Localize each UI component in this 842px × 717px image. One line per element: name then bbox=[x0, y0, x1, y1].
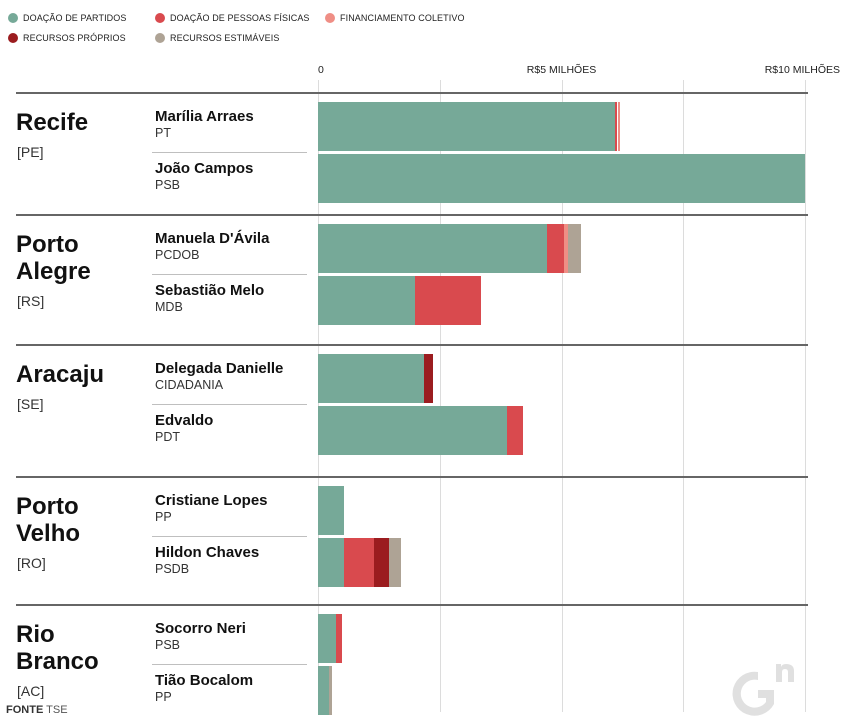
bar-segment bbox=[344, 538, 374, 587]
candidate-party: PT bbox=[155, 126, 171, 140]
candidate-separator bbox=[152, 404, 307, 405]
bar-segment bbox=[546, 224, 565, 273]
gridline bbox=[440, 80, 441, 712]
candidate-name: Hildon Chaves bbox=[155, 544, 260, 561]
bar-segment bbox=[318, 354, 425, 403]
city-state: [RS] bbox=[17, 293, 45, 309]
bar-segment bbox=[389, 538, 401, 587]
group-separator bbox=[16, 344, 808, 346]
legend-item: RECURSOS PRÓPRIOS bbox=[8, 33, 126, 43]
tick-label: R$10 MILHÕES bbox=[764, 64, 840, 76]
gn-logo-icon bbox=[732, 664, 794, 716]
bar-segment bbox=[318, 486, 344, 535]
candidate-party: PP bbox=[155, 510, 172, 524]
candidate-name: Tião Bocalom bbox=[155, 672, 254, 689]
bar-segment bbox=[373, 538, 390, 587]
bar-segment bbox=[568, 224, 581, 273]
gridline bbox=[562, 80, 563, 712]
bar-segment bbox=[318, 154, 805, 203]
legend-label: RECURSOS PRÓPRIOS bbox=[23, 33, 126, 43]
city-name: Porto Alegre bbox=[16, 231, 91, 285]
legend-swatch bbox=[155, 13, 165, 23]
bar-segment bbox=[318, 406, 507, 455]
candidate-name: Edvaldo bbox=[155, 412, 214, 429]
bar-segment bbox=[318, 538, 345, 587]
bar-segment bbox=[617, 102, 620, 151]
source: FONTE TSE bbox=[6, 704, 68, 716]
legend-label: RECURSOS ESTIMÁVEIS bbox=[170, 33, 280, 43]
bar-segment bbox=[415, 276, 481, 325]
legend-swatch bbox=[325, 13, 335, 23]
candidate-name: Socorro Neri bbox=[155, 620, 246, 637]
city-state: [PE] bbox=[17, 144, 44, 160]
bar-segment bbox=[318, 102, 616, 151]
tick-label: R$5 MILHÕES bbox=[526, 64, 597, 76]
legend-label: FINANCIAMENTO COLETIVO bbox=[340, 13, 465, 23]
candidate-name: Manuela D'Ávila bbox=[155, 230, 270, 247]
legend-label: DOAÇÃO DE PARTIDOS bbox=[23, 13, 127, 23]
candidate-name: Sebastião Melo bbox=[155, 282, 265, 299]
candidate-party: PP bbox=[155, 690, 172, 704]
legend-item: DOAÇÃO DE PARTIDOS bbox=[8, 13, 127, 23]
candidate-party: MDB bbox=[155, 300, 183, 314]
bar-segment bbox=[564, 224, 569, 273]
source-prefix: FONTE bbox=[6, 704, 44, 716]
legend-swatch bbox=[155, 33, 165, 43]
group-separator bbox=[16, 92, 808, 94]
bar-segment bbox=[328, 666, 332, 715]
legend-item: RECURSOS ESTIMÁVEIS bbox=[155, 33, 279, 43]
bar-segment bbox=[318, 666, 329, 715]
candidate-name: João Campos bbox=[155, 160, 254, 177]
candidate-separator bbox=[152, 664, 307, 665]
candidate-name: Cristiane Lopes bbox=[155, 492, 268, 509]
city-state: [SE] bbox=[17, 396, 44, 412]
bar-segment bbox=[506, 406, 523, 455]
candidate-name: Delegada Danielle bbox=[155, 360, 284, 377]
legend-label: DOAÇÃO DE PESSOAS FÍSICAS bbox=[170, 13, 310, 23]
bar-segment bbox=[615, 102, 618, 151]
gridline bbox=[683, 80, 684, 712]
tick-label: 0 bbox=[318, 64, 324, 76]
city-state: [RO] bbox=[17, 555, 46, 571]
city-name: Recife bbox=[16, 109, 89, 136]
candidate-separator bbox=[152, 536, 307, 537]
group-separator bbox=[16, 604, 808, 606]
candidate-separator bbox=[152, 274, 307, 275]
legend-item: DOAÇÃO DE PESSOAS FÍSICAS bbox=[155, 13, 310, 23]
candidate-party: PCDOB bbox=[155, 248, 200, 262]
bar-segment bbox=[336, 614, 342, 663]
bar-segment bbox=[424, 354, 433, 403]
candidate-party: PSDB bbox=[155, 562, 190, 576]
candidate-separator bbox=[152, 152, 307, 153]
candidate-party: PDT bbox=[155, 430, 180, 444]
candidate-party: CIDADANIA bbox=[155, 378, 224, 392]
bar-segment bbox=[318, 276, 416, 325]
city-name: Rio Branco bbox=[16, 621, 99, 675]
legend-swatch bbox=[8, 13, 18, 23]
group-separator bbox=[16, 476, 808, 478]
city-name: Aracaju bbox=[16, 361, 105, 388]
bar-segment bbox=[318, 614, 337, 663]
candidate-party: PSB bbox=[155, 638, 181, 652]
candidate-name: Marília Arraes bbox=[155, 108, 254, 125]
candidate-party: PSB bbox=[155, 178, 181, 192]
group-separator bbox=[16, 214, 808, 216]
gridline bbox=[805, 80, 806, 712]
city-state: [AC] bbox=[17, 683, 45, 699]
city-name: Porto Velho bbox=[16, 493, 81, 547]
source-text: TSE bbox=[46, 704, 68, 716]
legend-swatch bbox=[8, 33, 18, 43]
legend-item: FINANCIAMENTO COLETIVO bbox=[325, 13, 465, 23]
bar-segment bbox=[318, 224, 547, 273]
